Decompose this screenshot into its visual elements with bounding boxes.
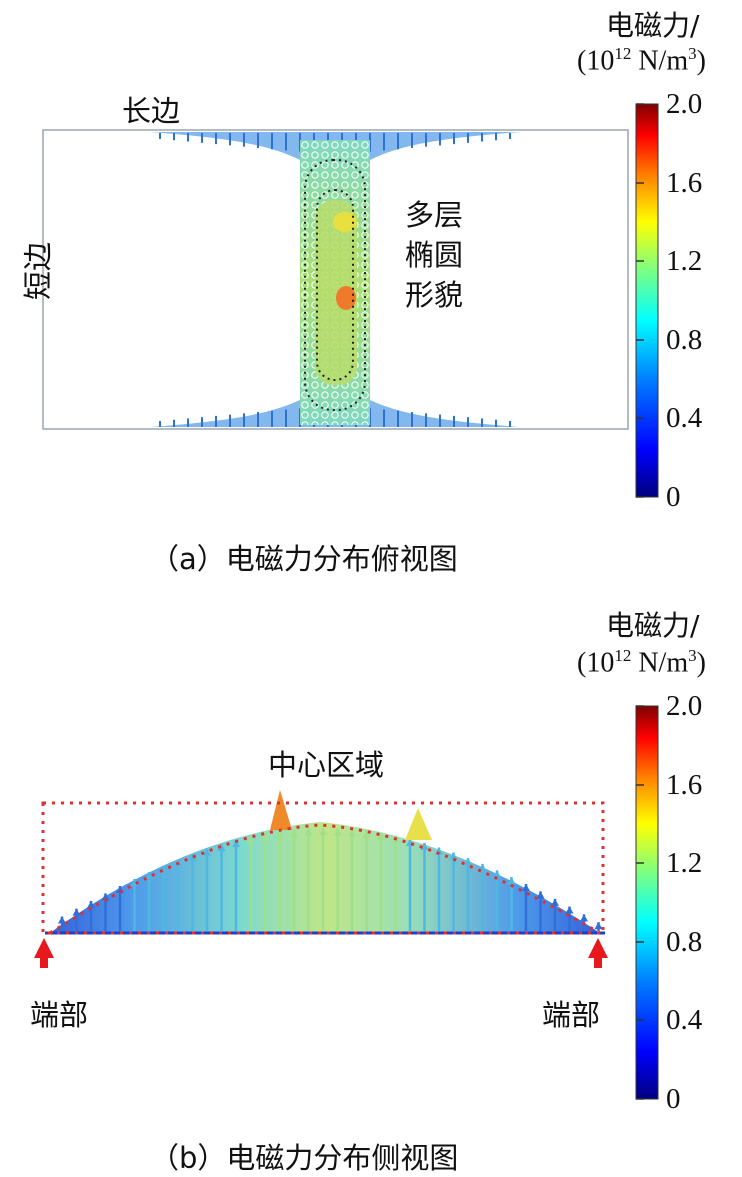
force-arrowhead	[188, 853, 197, 861]
force-arrowhead	[333, 828, 342, 836]
colorbar-b-tick-label: 2.0	[666, 690, 703, 722]
force-arrowhead	[275, 831, 284, 839]
colorbar-a-tick-label: 1.2	[666, 245, 703, 277]
force-arrowhead	[348, 829, 356, 837]
force-arrowhead	[536, 891, 545, 899]
annotation-line: 椭圆	[405, 238, 464, 272]
force-arrowhead	[290, 829, 298, 837]
panel-a-hotspot-top	[333, 212, 357, 232]
force-arrowhead	[377, 832, 385, 840]
colorbar-b-tick-label: 0.4	[666, 1004, 703, 1036]
colorbar-b-tick-label: 0	[666, 1083, 681, 1115]
force-arrowhead	[261, 833, 269, 841]
force-arrowhead	[551, 898, 559, 906]
force-arrowhead	[203, 848, 211, 856]
end-arrow-right-icon	[588, 938, 608, 968]
panel-b-arrows	[58, 828, 603, 931]
force-arrowhead	[304, 828, 313, 836]
caption-a: （a）电磁力分布俯视图	[150, 542, 458, 576]
panel-b-right-spike	[405, 808, 432, 840]
force-arrowhead	[594, 922, 603, 930]
label-end-right: 端部	[542, 998, 601, 1032]
force-arrowhead	[217, 844, 226, 852]
force-arrowhead	[580, 914, 588, 922]
force-arrowhead	[72, 908, 81, 916]
force-arrowhead	[101, 893, 110, 901]
panel-a-strip-core	[315, 200, 357, 385]
panel-b-dome	[50, 822, 600, 933]
label-long-side: 长边	[122, 94, 181, 128]
panel-a-hotspot-mid	[336, 286, 356, 310]
force-arrowhead	[565, 906, 574, 914]
colorbar-b-tick-label: 1.6	[666, 769, 703, 801]
panel-b-center-region-box	[41, 801, 605, 935]
colorbar-a-title-line2: (1012 N/m3)	[577, 44, 706, 77]
force-arrowhead	[362, 830, 371, 838]
force-arrowhead	[493, 870, 501, 878]
colorbar-b-title-line1: 电磁力/	[606, 609, 700, 642]
force-arrowhead	[507, 876, 516, 884]
label-center-region: 中心区域	[268, 748, 385, 782]
colorbar-a	[635, 103, 659, 498]
end-arrow-left-icon	[34, 938, 54, 968]
colorbar-b-title-line2: (1012 N/m3)	[577, 646, 706, 679]
label-short-side: 短边	[21, 242, 55, 301]
colorbar-b-ticks	[636, 705, 644, 1100]
panel-a-outline-inner	[316, 189, 354, 381]
force-arrowhead	[464, 857, 472, 865]
force-arrowhead	[420, 842, 429, 850]
colorbar-a-title-line1: 电磁力/	[606, 9, 700, 42]
force-arrowhead	[145, 872, 153, 880]
colorbar-b-tick-label: 1.2	[666, 847, 703, 879]
panel-a-outline-outer	[304, 159, 366, 411]
annotation-line: 形貌	[405, 278, 464, 312]
force-arrowhead	[319, 828, 327, 836]
colorbar-a-tick-label: 0.4	[666, 402, 703, 434]
force-arrowhead	[246, 836, 255, 844]
caption-b: （b）电磁力分布侧视图	[150, 1141, 459, 1175]
label-end-left: 端部	[30, 998, 89, 1032]
colorbar-a-tick-label: 0	[666, 481, 681, 513]
force-arrowhead	[87, 900, 95, 908]
annotation-line: 多层	[405, 198, 464, 232]
force-arrowhead	[58, 916, 66, 924]
colorbar-b	[635, 705, 659, 1100]
colorbar-a-tick-label: 0.8	[666, 324, 703, 356]
force-arrowhead	[522, 884, 530, 892]
panel-b-sideview	[34, 790, 608, 968]
panel-a-topview	[42, 129, 629, 430]
force-arrowhead	[449, 852, 458, 860]
colorbar-a-tick-label: 1.6	[666, 167, 703, 199]
colorbar-a-ticks	[636, 103, 644, 498]
panel-b-center-spike	[270, 790, 292, 830]
colorbar-a-tick-label: 2.0	[666, 88, 703, 120]
force-arrowhead	[232, 840, 240, 848]
colorbar-b-tick-label: 0.8	[666, 926, 703, 958]
